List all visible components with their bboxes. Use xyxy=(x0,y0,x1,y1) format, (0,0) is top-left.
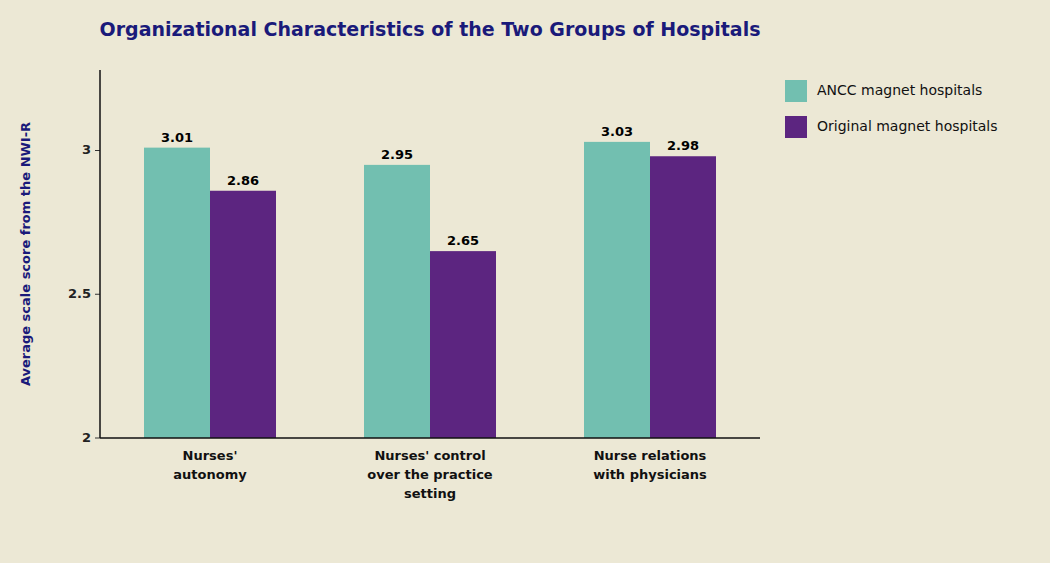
data-label: 2.98 xyxy=(667,138,699,153)
bar xyxy=(364,165,430,438)
x-axis-line xyxy=(100,437,760,439)
y-tick-label: 2.5 xyxy=(68,286,91,301)
bar xyxy=(650,156,716,438)
bars xyxy=(144,142,716,438)
bar xyxy=(584,142,650,438)
y-axis-line xyxy=(99,70,101,438)
legend: ANCC magnet hospitals Original magnet hos… xyxy=(785,80,998,138)
data-label: 3.03 xyxy=(601,124,633,139)
y-axis-label: Average scale score from the NWI-R xyxy=(18,122,33,386)
legend-label: ANCC magnet hospitals xyxy=(817,82,982,98)
background xyxy=(0,0,1050,563)
chart-container: Organizational Characteristics of the Tw… xyxy=(0,0,1050,563)
legend-swatch xyxy=(785,80,807,102)
data-label: 3.01 xyxy=(161,130,193,145)
y-tick-label: 2 xyxy=(82,430,91,445)
legend-swatch xyxy=(785,116,807,138)
chart: Organizational Characteristics of the Tw… xyxy=(0,0,1050,563)
legend-label: Original magnet hospitals xyxy=(817,118,998,134)
x-tick-label: Nurses'autonomy xyxy=(173,448,247,482)
data-label: 2.95 xyxy=(381,147,413,162)
x-tick-label: Nurses' controlover the practicesetting xyxy=(367,448,493,501)
bar xyxy=(210,191,276,438)
x-tick-label: Nurse relationswith physicians xyxy=(593,448,707,482)
bar xyxy=(430,251,496,438)
data-label: 2.65 xyxy=(447,233,479,248)
y-tick-label: 3 xyxy=(82,142,91,157)
title: Organizational Characteristics of the Tw… xyxy=(100,18,761,40)
data-label: 2.86 xyxy=(227,173,259,188)
bar xyxy=(144,148,210,438)
